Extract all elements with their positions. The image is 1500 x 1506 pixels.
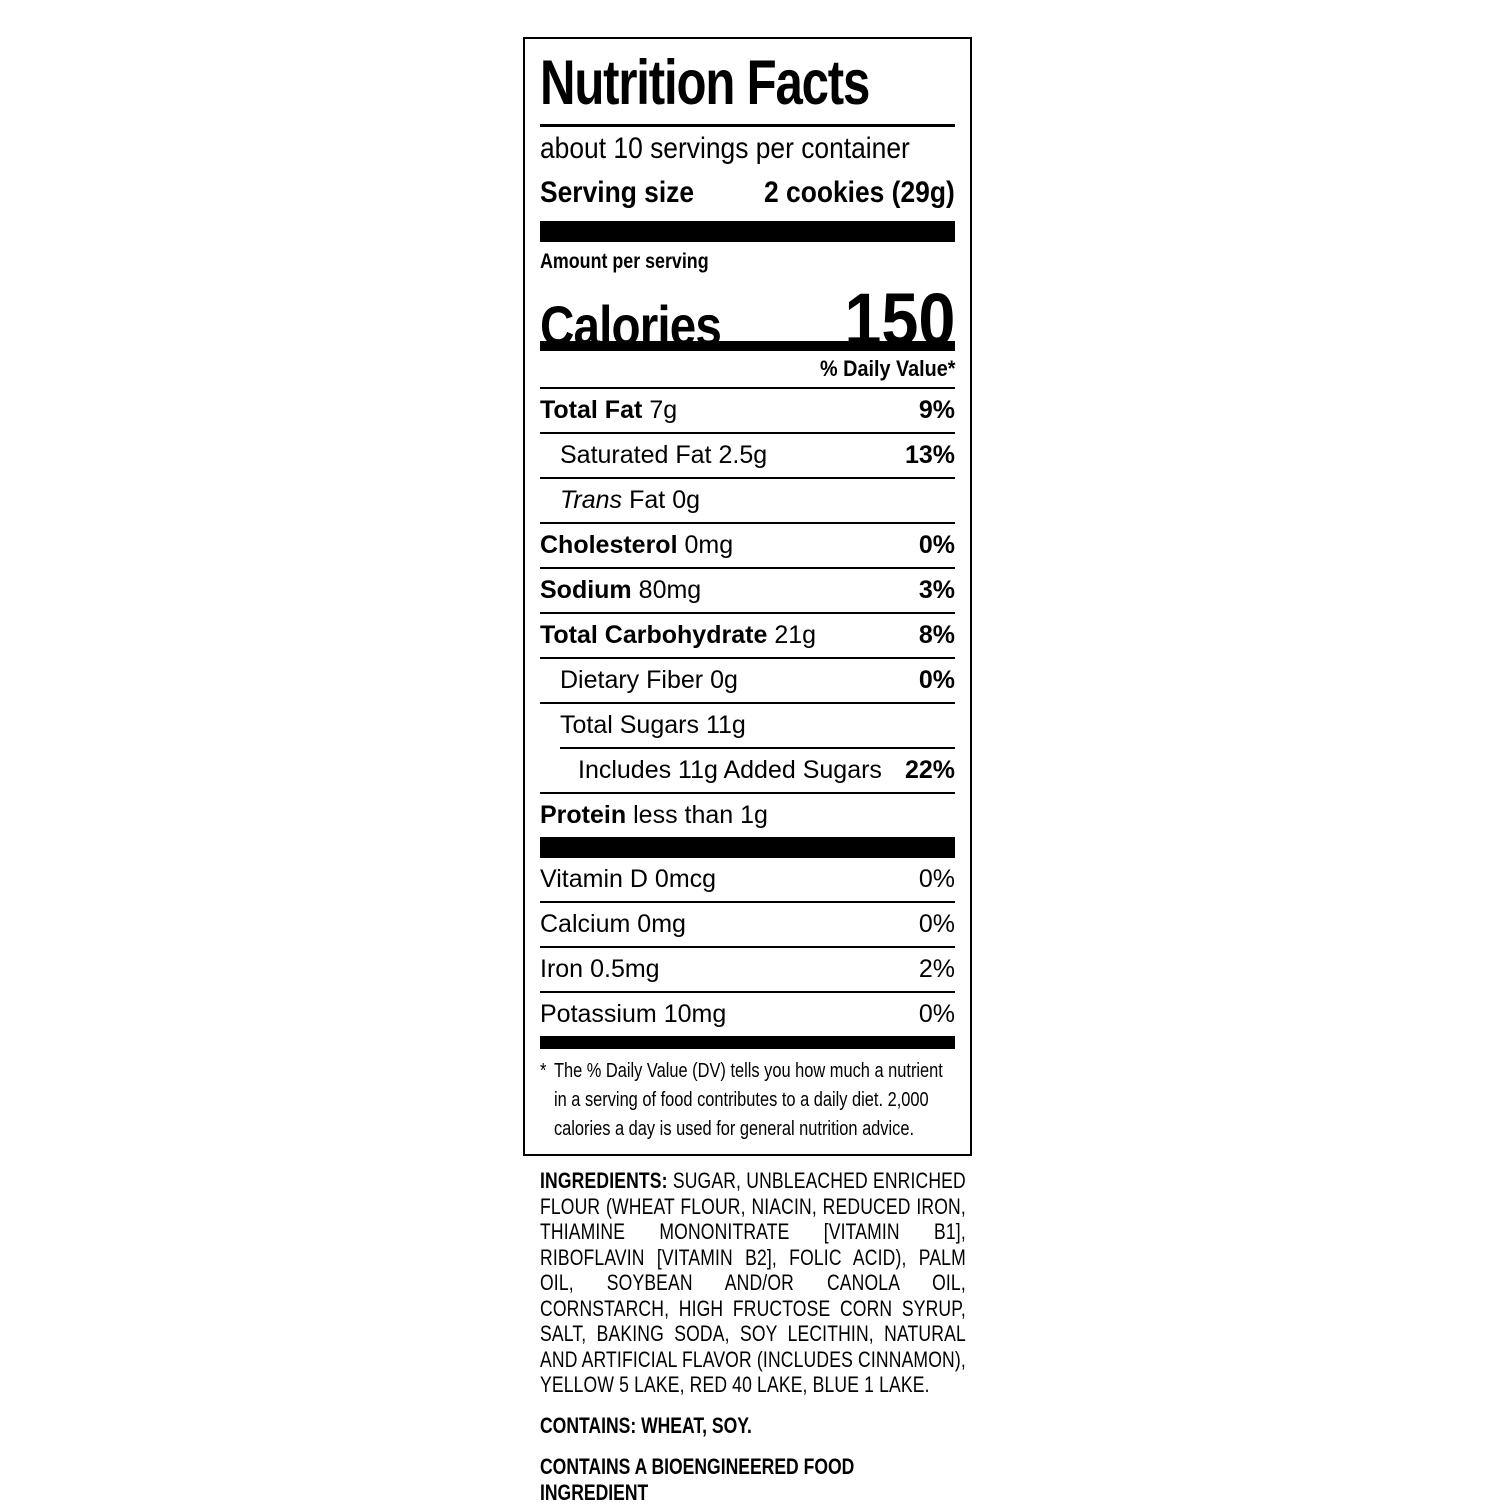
vitamin-row-iron: Iron 0.5mg 2% [540,948,955,991]
label-title: Nutrition Facts [540,47,955,119]
nutrient-row-cholesterol: Cholesterol 0mg 0% [540,524,955,567]
nutrient-name-amount: Total Sugars 11g [560,711,746,739]
nutrient-row-trans-fat: Trans Fat 0g [540,479,955,522]
vitamin-row-vitamin-d: Vitamin D 0mcg 0% [540,858,955,901]
nutrient-row-saturated-fat: Saturated Fat 2.5g 13% [540,434,955,477]
separator-line-indented [560,747,955,749]
nutrient-row-dietary-fiber: Dietary Fiber 0g 0% [540,659,955,702]
divider-bar-thick [540,221,955,242]
calories-label: Calories [540,294,722,357]
serving-size-row: Serving size 2 cookies (29g) [540,171,955,215]
vitamin-name-amount: Vitamin D 0mcg [540,865,717,893]
nutrient-row-added-sugars: Includes 11g Added Sugars 22% [540,749,955,792]
separator-line [540,612,955,614]
nutrient-name-amount: Trans Fat 0g [560,486,700,514]
ingredients-section: INGREDIENTS: SUGAR, UNBLEACHED ENRICHED … [540,1168,966,1506]
ingredients-text: SUGAR, UNBLEACHED ENRICHED FLOUR (WHEAT … [540,1168,966,1397]
contains-statement: CONTAINS: WHEAT, SOY. [540,1412,752,1438]
nutrient-dv: 3% [918,576,955,604]
bioengineered-statement: CONTAINS A BIOENGINEERED FOOD INGREDIENT [540,1453,855,1505]
separator-line [540,657,955,659]
amount-per-serving-label: Amount per serving [540,250,709,273]
separator-line [540,387,955,389]
daily-value-header: % Daily Value* [819,356,955,381]
separator-line [540,477,955,479]
vitamin-name-amount: Potassium 10mg [540,1000,727,1028]
nutrient-dv: 9% [918,396,955,424]
separator-line [540,567,955,569]
vitamin-dv: 0% [918,865,955,893]
separator-line [540,432,955,434]
separator-line [540,522,955,524]
nutrient-name-amount: Dietary Fiber 0g [560,666,738,694]
nutrient-row-protein: Protein less than 1g [540,794,955,837]
nutrient-name-amount: Protein less than 1g [540,801,768,829]
calories-row: Calories 150 [540,277,955,361]
separator-line [540,946,955,948]
separator-line [540,702,955,704]
nutrient-dv: 8% [918,621,955,649]
nutrient-row-total-carbohydrate: Total Carbohydrate 21g 8% [540,614,955,657]
nutrient-row-sodium: Sodium 80mg 3% [540,569,955,612]
separator-line [540,792,955,794]
vitamin-row-potassium: Potassium 10mg 0% [540,993,955,1036]
ingredients-label: INGREDIENTS: [540,1168,668,1193]
nutrient-name-amount: Total Carbohydrate 21g [540,621,817,649]
title-rule [540,124,955,127]
nutrient-row-total-sugars: Total Sugars 11g [540,704,955,747]
nutrient-name-amount: Cholesterol 0mg [540,531,734,559]
vitamin-dv: 2% [918,955,955,983]
divider-bar-thick [540,837,955,858]
vitamin-dv: 0% [918,1000,955,1028]
nutrient-dv: 0% [918,666,955,694]
vitamin-name-amount: Iron 0.5mg [540,955,660,983]
separator-line [540,991,955,993]
vitamin-name-amount: Calcium 0mg [540,910,686,938]
vitamin-dv: 0% [918,910,955,938]
ingredients-paragraph: INGREDIENTS: SUGAR, UNBLEACHED ENRICHED … [540,1168,966,1398]
nutrient-dv: 22% [904,756,955,784]
label-title-text: Nutrition Facts [540,48,870,118]
footnote-text: The % Daily Value (DV) tells you how muc… [553,1060,943,1140]
footnote-asterisk: * [540,1060,547,1082]
nutrient-name-amount: Includes 11g Added Sugars [578,756,882,784]
nutrient-dv: 0% [918,531,955,559]
calories-value: 150 [843,278,955,361]
divider-bar-footnote [540,1036,955,1049]
footnote: * The % Daily Value (DV) tells you how m… [540,1057,955,1144]
nutrient-row-total-fat: Total Fat 7g 9% [540,389,955,432]
nutrient-name-amount: Total Fat 7g [540,396,678,424]
separator-line [540,901,955,903]
divider-bar-medium [540,341,955,351]
nutrient-name-amount: Saturated Fat 2.5g [560,441,768,469]
vitamin-row-calcium: Calcium 0mg 0% [540,903,955,946]
serving-size-label: Serving size [540,176,695,209]
nutrient-dv: 13% [904,441,955,469]
serving-size-value: 2 cookies (29g) [764,176,955,209]
nutrient-name-amount: Sodium 80mg [540,576,702,604]
servings-per-container: about 10 servings per container [540,132,910,165]
nutrition-facts-label: Nutrition Facts about 10 servings per co… [523,37,972,1156]
